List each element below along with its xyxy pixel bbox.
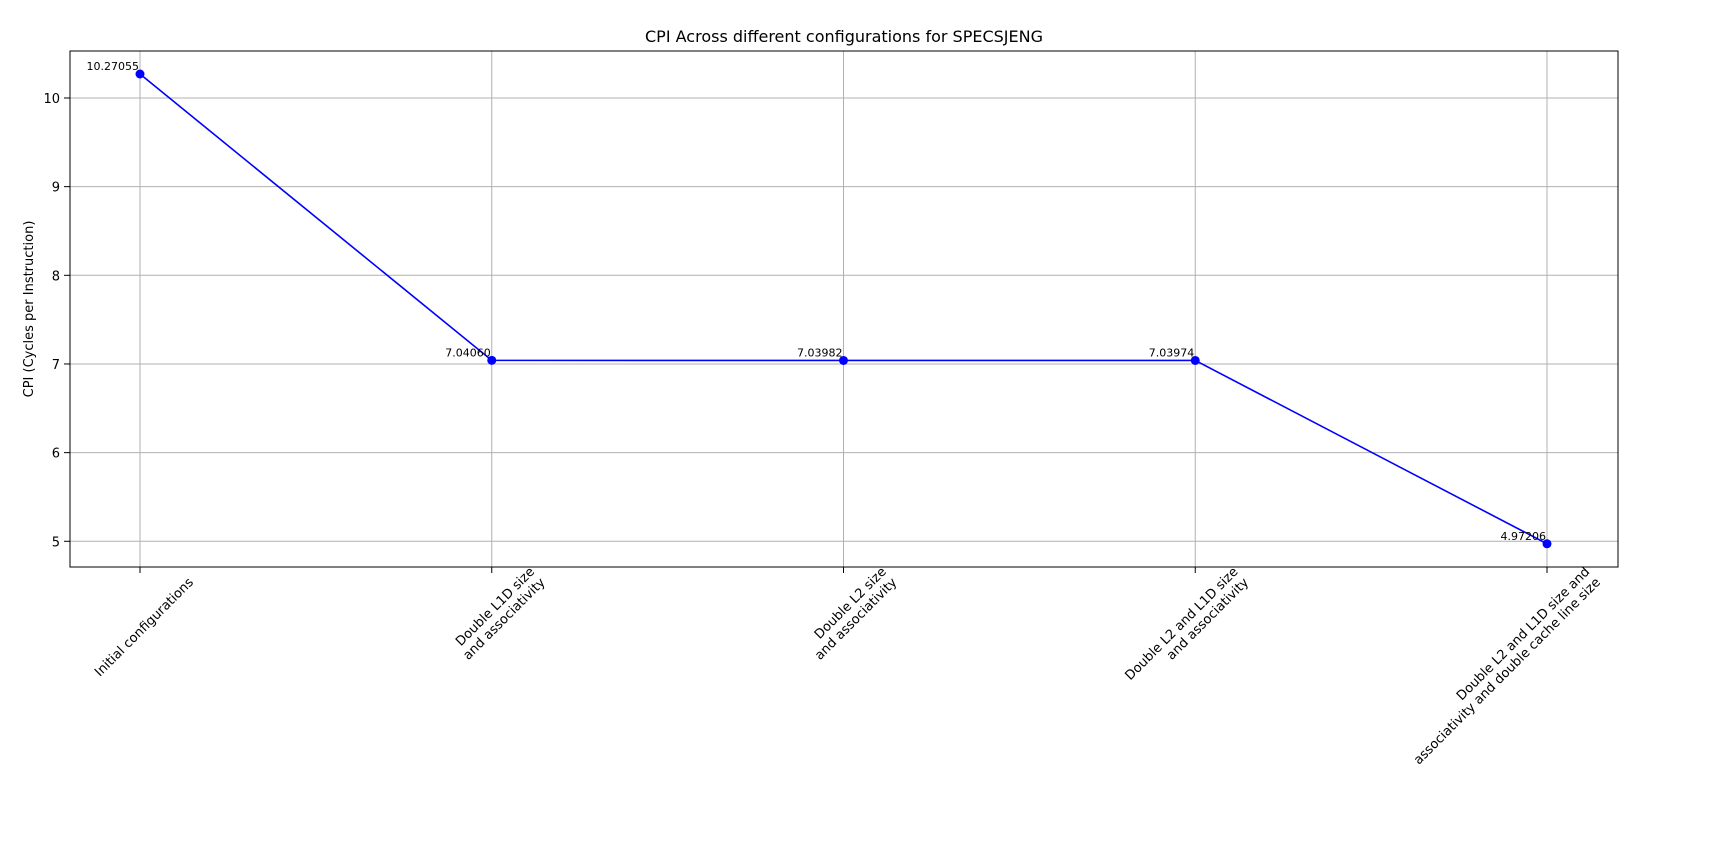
x-tick-label: Double L2 sizeand associativity bbox=[802, 564, 901, 663]
ticks-layer: Initial configurations Double L1D sizeand… bbox=[43, 92, 1603, 768]
chart-title: CPI Across different configurations for … bbox=[645, 27, 1043, 46]
x-tick-label: Double L1D sizeand associativity bbox=[450, 564, 549, 663]
x-tick-label: Double L2 and L1D sizeand associativity bbox=[1122, 564, 1252, 694]
data-label: 7.03974 bbox=[1149, 346, 1195, 359]
x-tick-label: Initial configurations bbox=[92, 575, 197, 680]
data-point bbox=[487, 355, 497, 365]
x-tick-label-line: Double L2 and L1D size bbox=[1122, 565, 1241, 684]
y-tick-label: 9 bbox=[52, 181, 60, 196]
y-tick-label: 7 bbox=[52, 358, 60, 373]
grid-layer bbox=[70, 51, 1618, 567]
data-point bbox=[1542, 539, 1552, 549]
data-label: 7.03982 bbox=[797, 346, 843, 359]
data-point bbox=[839, 355, 848, 365]
data-labels-layer: 10.27055 7.04060 7.03982 7.03974 4.97206 bbox=[87, 60, 1547, 543]
data-point bbox=[1190, 355, 1200, 365]
y-tick-label: 8 bbox=[52, 269, 60, 284]
data-label: 4.97206 bbox=[1501, 530, 1547, 543]
data-point bbox=[135, 69, 145, 79]
x-tick-label-line: Double L2 and L1D size and bbox=[1454, 565, 1593, 704]
x-tick-label: Double L2 and L1D size andassociativity … bbox=[1400, 565, 1603, 768]
x-tick-label-line: associativity and double cache line size bbox=[1411, 575, 1604, 768]
y-tick-label: 5 bbox=[52, 535, 60, 550]
y-axis-label: CPI (Cycles per Instruction) bbox=[22, 221, 37, 398]
data-label: 10.27055 bbox=[87, 60, 140, 73]
data-label: 7.04060 bbox=[445, 346, 491, 359]
series-layer bbox=[135, 69, 1552, 549]
x-tick-label-line: Initial configurations bbox=[92, 575, 197, 680]
y-tick-label: 6 bbox=[52, 447, 60, 462]
y-tick-label: 10 bbox=[43, 92, 60, 107]
